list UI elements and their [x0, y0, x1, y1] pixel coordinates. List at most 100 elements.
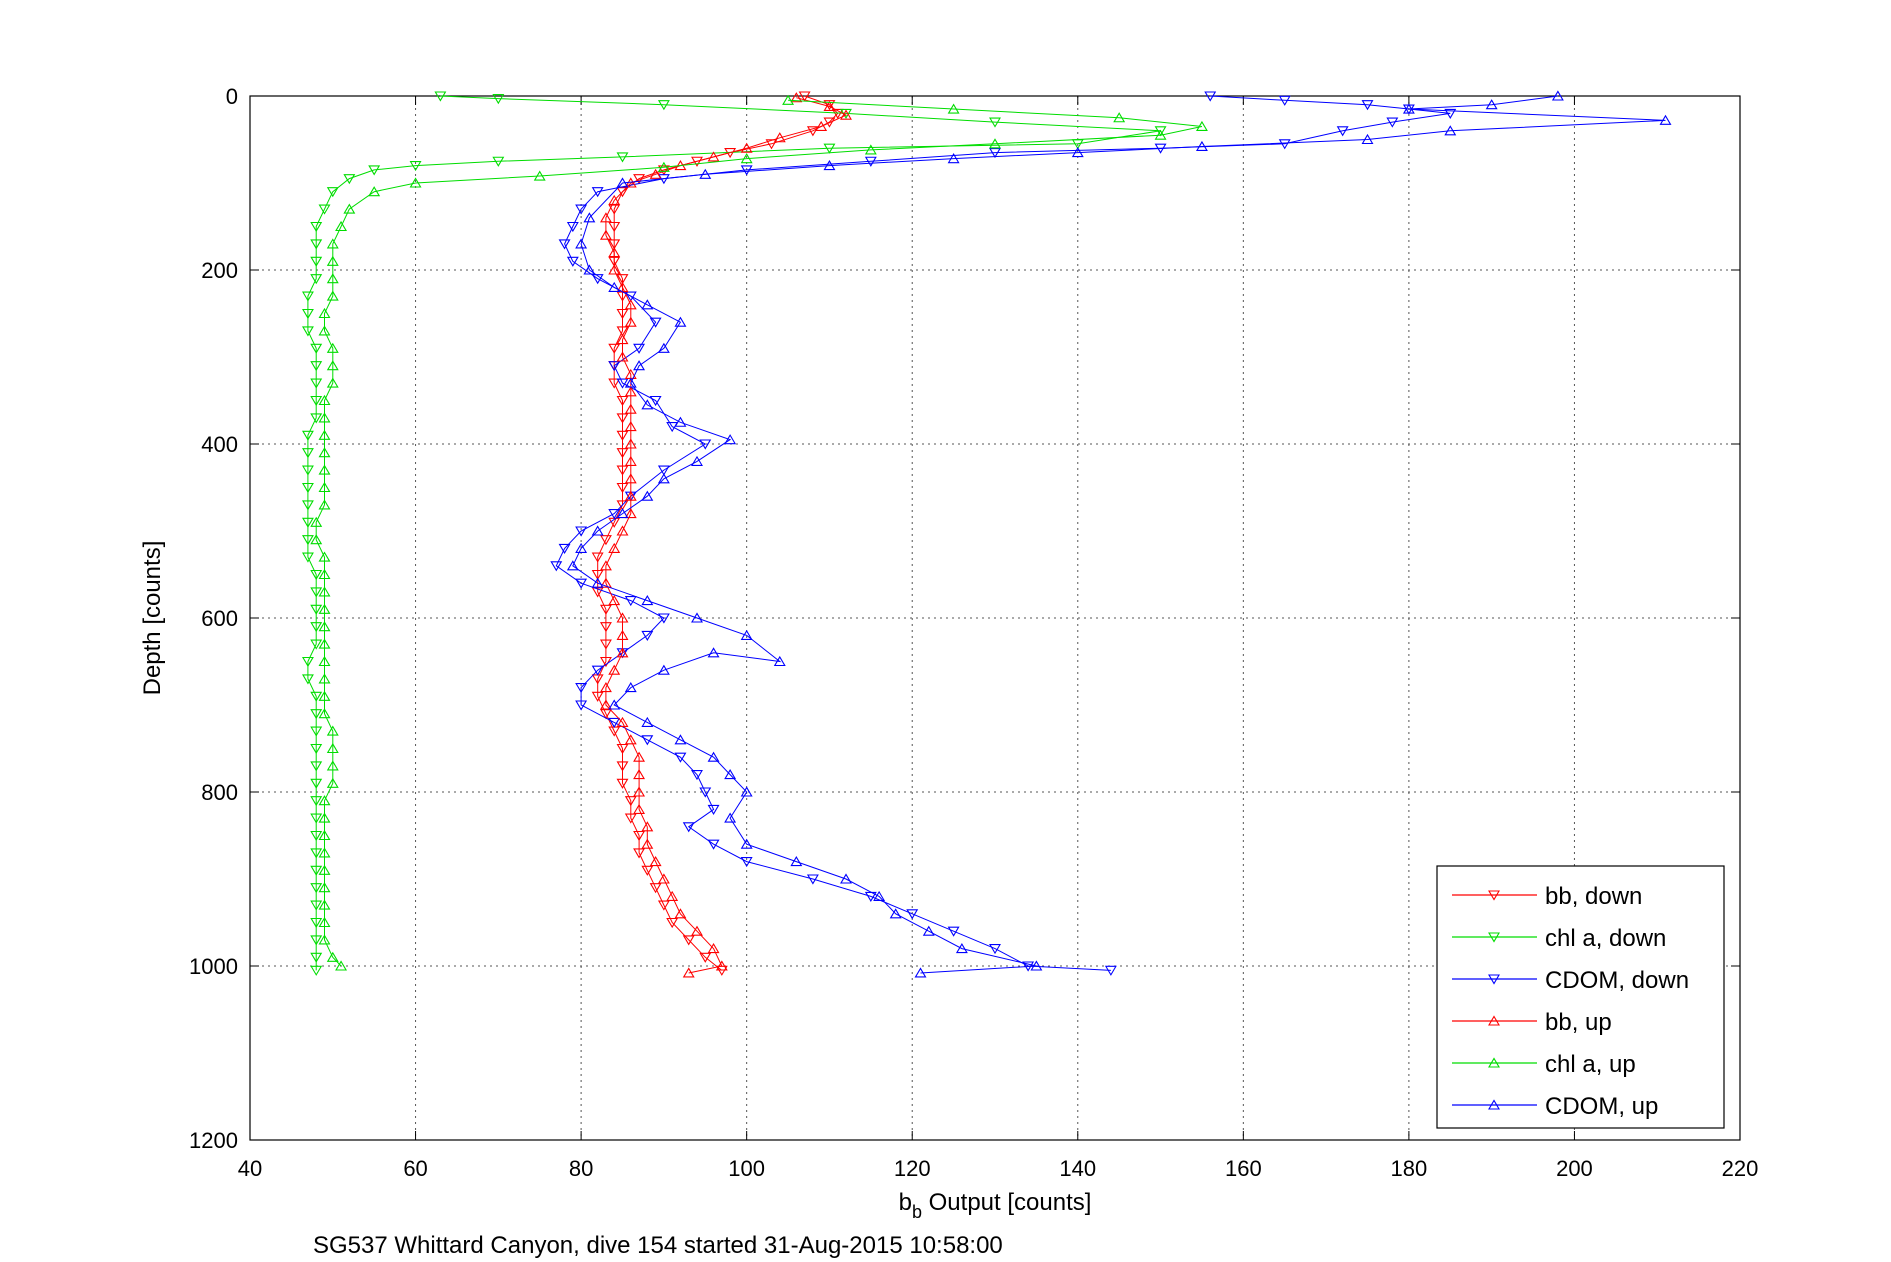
data-point-chl-a-down	[310, 796, 323, 807]
data-point-cdom-up	[699, 168, 712, 179]
data-point-chl-a-down	[434, 91, 447, 102]
data-point-bb-down	[657, 900, 670, 911]
data-point-chl-a-up	[310, 534, 323, 545]
legend-label: bb, down	[1545, 883, 1642, 910]
series-chl-a-up	[310, 94, 1208, 971]
series-bb-up	[599, 92, 852, 978]
data-point-chl-a-down	[310, 587, 323, 598]
data-point-chl-a-up	[989, 138, 1001, 149]
data-point-chl-a-up	[533, 170, 546, 181]
legend: bb, down chl a, down CDOM, down bb, up chl a…	[1436, 865, 1725, 1129]
data-point-cdom-up	[922, 925, 935, 936]
data-point-chl-a-up	[368, 186, 381, 197]
data-point-chl-a-up	[1154, 129, 1167, 140]
data-point-cdom-up	[740, 786, 753, 797]
data-point-chl-a-down	[310, 848, 323, 859]
data-point-bb-down	[616, 413, 629, 424]
x-tick-label: 120	[894, 1156, 931, 1181]
data-point-chl-a-down	[310, 395, 323, 407]
data-point-chl-a-down	[301, 308, 314, 320]
data-point-bb-down	[599, 709, 612, 720]
data-point-bb-up	[674, 908, 687, 919]
data-point-chl-a-down	[326, 187, 339, 198]
data-point-chl-a-up	[326, 273, 339, 284]
data-point-cdom-up	[691, 612, 703, 623]
data-point-chl-a-down	[301, 656, 314, 668]
data-point-bb-up	[624, 403, 637, 414]
data-point-chl-a-down	[409, 161, 422, 172]
data-point-chl-a-down	[616, 152, 629, 163]
data-point-bb-down	[616, 430, 629, 441]
data-point-bb-up	[624, 455, 637, 466]
data-point-chl-a-down	[310, 865, 323, 876]
data-point-chl-a-down	[310, 691, 323, 702]
data-point-cdom-down	[1336, 126, 1349, 137]
data-point-chl-a-up	[326, 238, 339, 249]
data-point-cdom-up	[947, 153, 960, 164]
data-point-chl-a-down	[310, 965, 323, 976]
y-tick-label: 1200	[189, 1128, 238, 1153]
data-point-chl-a-down	[301, 430, 314, 441]
data-point-cdom-down	[558, 239, 571, 250]
data-point-bb-down	[608, 239, 621, 250]
data-point-cdom-up	[1361, 133, 1374, 145]
data-point-chl-a-down	[310, 343, 323, 354]
data-point-chl-a-down	[310, 221, 323, 233]
data-point-chl-a-down	[310, 274, 323, 285]
legend-swatch-marker	[1488, 932, 1500, 943]
data-point-cdom-down	[707, 839, 720, 850]
data-point-bb-up	[649, 856, 662, 867]
data-point-cdom-down	[624, 291, 637, 302]
data-point-bb-up	[616, 647, 629, 658]
legend-swatch-marker	[1488, 1099, 1500, 1110]
data-point-chl-a-down	[310, 900, 323, 911]
data-point-cdom-down	[575, 683, 588, 694]
data-point-chl-a-up	[318, 708, 331, 719]
series-line-cdom-up	[572, 95, 1666, 974]
x-axis-label-rest: Output [counts]	[922, 1189, 1091, 1216]
data-point-cdom-down	[575, 204, 588, 215]
data-point-chl-a-down	[1154, 126, 1167, 137]
data-point-bb-down	[666, 917, 679, 929]
data-point-chl-a-up	[326, 377, 339, 388]
data-point-cdom-up	[608, 699, 621, 710]
data-point-chl-a-up	[318, 499, 331, 510]
data-point-chl-a-down	[310, 622, 323, 633]
data-point-bb-down	[616, 465, 629, 476]
data-point-bb-down	[616, 482, 629, 494]
y-tick-label: 400	[201, 432, 238, 457]
legend-box	[1436, 865, 1725, 1129]
data-point-cdom-up	[889, 908, 902, 919]
legend-swatch-marker	[1488, 1015, 1500, 1026]
data-point-cdom-up	[914, 967, 927, 978]
data-point-bb-up	[740, 142, 753, 153]
data-point-chl-a-up	[343, 203, 356, 214]
x-tick-label: 160	[1225, 1156, 1262, 1181]
data-point-cdom-up	[773, 655, 786, 667]
data-point-chl-a-up	[1195, 120, 1208, 131]
data-point-cdom-down	[624, 596, 637, 607]
data-point-bb-up	[616, 629, 629, 640]
data-point-bb-down	[599, 639, 612, 650]
data-point-chl-a-up	[318, 568, 331, 580]
data-point-cdom-up	[740, 629, 753, 640]
data-point-cdom-down	[616, 378, 629, 389]
data-point-bb-up	[641, 821, 654, 832]
data-point-bb-up	[790, 92, 803, 103]
data-point-chl-a-down	[310, 952, 323, 963]
data-point-cdom-down	[641, 735, 654, 746]
data-point-chl-a-up	[318, 690, 331, 701]
data-point-bb-up	[608, 247, 621, 258]
data-point-cdom-down	[1278, 95, 1291, 106]
legend-label: chl a, down	[1545, 925, 1666, 952]
data-point-cdom-up	[674, 416, 687, 427]
data-point-bb-down	[806, 126, 819, 137]
data-point-chl-a-up	[318, 934, 331, 945]
data-point-cdom-up	[657, 342, 670, 353]
data-point-chl-a-up	[318, 673, 331, 684]
data-point-cdom-up	[724, 769, 737, 780]
data-point-bb-down	[616, 395, 629, 407]
data-point-cdom-down	[864, 156, 877, 167]
data-point-cdom-down	[699, 787, 712, 798]
x-tick-label: 80	[569, 1156, 593, 1181]
